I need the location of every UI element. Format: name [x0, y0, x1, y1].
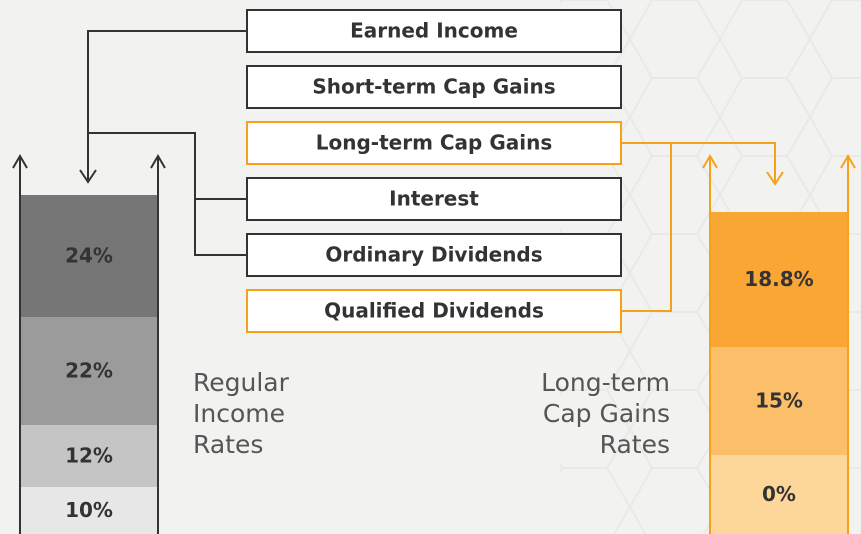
column-label: Income: [193, 399, 285, 428]
source-box: [246, 65, 622, 109]
column-label: Rates: [600, 430, 670, 459]
bracket-block: [711, 347, 847, 455]
bracket-label: 15%: [755, 389, 803, 413]
bracket-label: 24%: [65, 244, 113, 268]
source-box: [246, 289, 622, 333]
bracket-label: 22%: [65, 359, 113, 383]
bracket-label: 12%: [65, 444, 113, 468]
source-box: [246, 177, 622, 221]
gray-connectors: [12, 30, 247, 534]
source-label: Qualified Dividends: [324, 299, 544, 323]
source-label: Earned Income: [350, 19, 518, 43]
source-box: [246, 121, 622, 165]
column-label: Long-term: [541, 368, 670, 397]
column-label: Cap Gains: [543, 399, 670, 428]
bracket-block: [711, 455, 847, 534]
orange-connectors: [621, 142, 856, 534]
bracket-label: 10%: [65, 498, 113, 522]
bracket-label: 0%: [762, 482, 796, 506]
bracket-block: [21, 487, 157, 534]
source-label: Long-term Cap Gains: [316, 131, 553, 155]
bracket-block: [21, 195, 157, 317]
bracket-block: [711, 212, 847, 347]
bracket-block: [21, 317, 157, 425]
source-label: Interest: [389, 187, 479, 211]
source-box: [246, 233, 622, 277]
column-label: Regular: [193, 368, 290, 397]
source-box: [246, 9, 622, 53]
bracket-block: [21, 425, 157, 487]
source-label: Ordinary Dividends: [325, 243, 542, 267]
bracket-label: 18.8%: [744, 267, 813, 291]
column-label: Rates: [193, 430, 263, 459]
source-label: Short-term Cap Gains: [312, 75, 555, 99]
